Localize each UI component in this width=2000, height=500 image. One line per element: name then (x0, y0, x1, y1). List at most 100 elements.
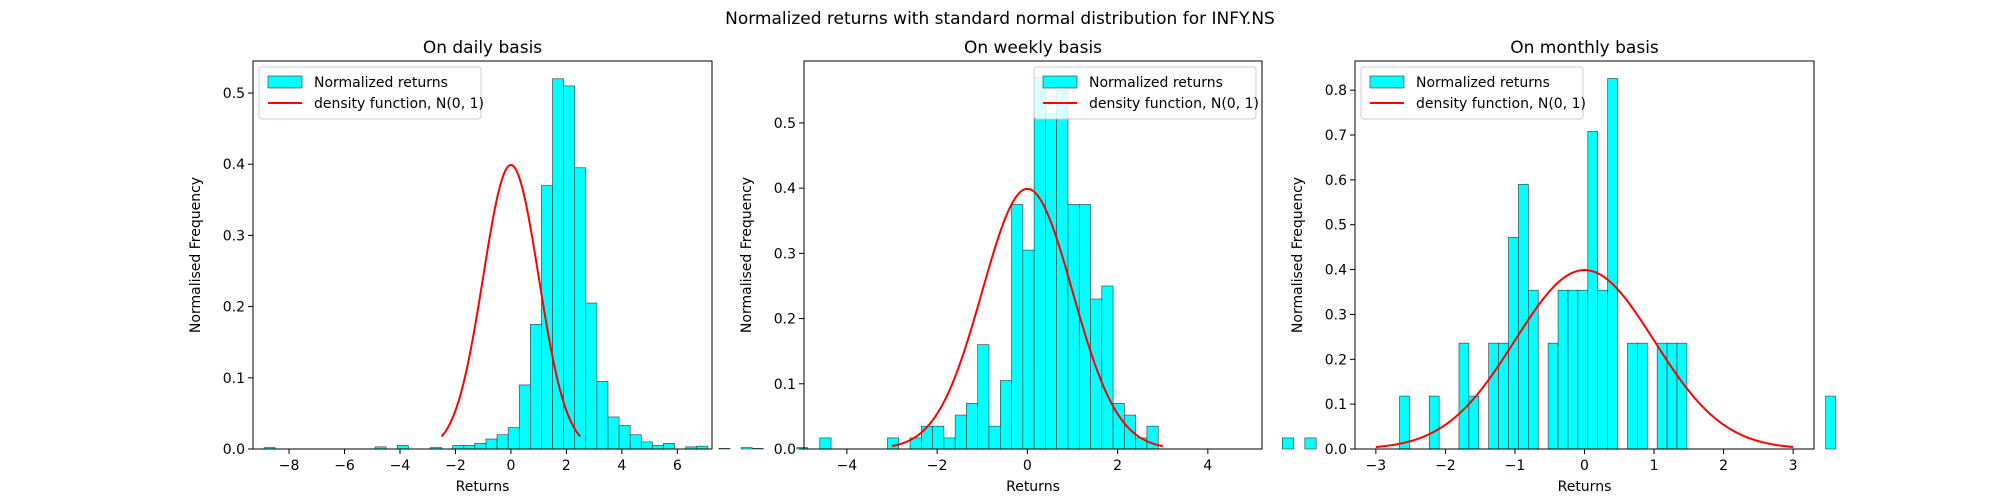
figure-title: Normalized returns with standard normal … (725, 9, 1275, 29)
y-tick-label: 0.2 (774, 312, 796, 328)
y-tick-label: 0.1 (223, 371, 245, 387)
subplot-monthly: −3 −2 −1 0 1 2 3 0.0 0.1 0.2 0.3 0.4 0.5 0.6 0.7 0.8 On … (1290, 38, 1836, 495)
y-tick-label: 0.4 (223, 157, 245, 173)
y-axis-label: Normalised Frequency (188, 177, 204, 333)
y-tick-label: 0.3 (774, 246, 796, 262)
y-tick-label: 0.2 (1325, 352, 1347, 368)
y-tick-label: 0.7 (1325, 128, 1347, 144)
histogram-bar (1587, 131, 1599, 450)
subplot-title: On monthly basis (1510, 38, 1659, 58)
histogram-bar (1627, 342, 1638, 450)
histogram-bar (1067, 204, 1080, 450)
histogram-bar (1022, 249, 1035, 450)
axes-frame (803, 60, 1263, 450)
histogram-bar (999, 380, 1012, 450)
histogram-bar (1577, 289, 1589, 450)
legend-label-density: density function, N(0, 1) (1089, 96, 1259, 112)
x-tick-label: 6 (673, 458, 682, 474)
y-tick-label: 0.5 (774, 116, 796, 132)
histogram-bar (1488, 342, 1499, 450)
histogram-bar (1078, 204, 1091, 450)
histogram-bar (1637, 342, 1648, 450)
histogram-bar (1033, 77, 1046, 450)
y-tick-label: 0.8 (1325, 83, 1347, 99)
histogram-bar (1557, 289, 1569, 450)
histogram-bar (1597, 289, 1608, 450)
y-tick-label: 0.4 (1325, 263, 1347, 279)
histogram-bar (977, 344, 990, 450)
histogram-bar (740, 447, 753, 450)
histogram-bar (819, 437, 832, 450)
histogram-bar (640, 441, 653, 450)
y-tick-label: 0.0 (1325, 442, 1347, 458)
histogram-bar (954, 414, 967, 450)
x-tick-label: −2 (1435, 458, 1456, 474)
legend-swatch-histogram (1042, 75, 1078, 89)
legend-box (1360, 66, 1584, 120)
histogram-bar (663, 442, 675, 450)
y-tick-label: 0.3 (223, 228, 245, 244)
histogram-bar (718, 447, 731, 450)
y-tick-label: 0.0 (223, 442, 245, 458)
histogram-bar (1607, 78, 1618, 450)
histogram-bar (485, 438, 498, 450)
histogram-bar (629, 434, 642, 450)
histogram-bar (1518, 184, 1529, 450)
subplot-title: On weekly basis (964, 38, 1102, 58)
histogram-bar (1666, 342, 1678, 450)
y-tick-label: 0.5 (223, 86, 245, 102)
histogram-bar (396, 445, 409, 450)
y-tick-label: 0.1 (774, 377, 796, 393)
histogram-bar (652, 445, 664, 450)
histogram-bar (1825, 395, 1836, 450)
histogram-bar (530, 324, 542, 450)
histogram-bar (943, 437, 956, 450)
histogram-bar (518, 384, 531, 450)
x-tick-label: 3 (1789, 458, 1798, 474)
x-axis-label: Returns (1558, 479, 1612, 495)
histogram-bar (1090, 298, 1103, 450)
legend-label-density: density function, N(0, 1) (1416, 96, 1586, 112)
subplot-title: On daily basis (423, 38, 542, 58)
axes-frame (252, 60, 713, 450)
histogram-bar (596, 381, 609, 450)
y-tick-label: 0.5 (1325, 218, 1347, 234)
y-tick-label: 0.1 (1325, 397, 1347, 413)
x-axis-label: Returns (1006, 479, 1060, 495)
histogram-bar (921, 425, 933, 450)
x-axis-label: Returns (456, 479, 510, 495)
histogram-bar (1101, 285, 1114, 450)
histogram-bar (966, 403, 979, 450)
histogram-bar (932, 425, 945, 450)
x-tick-label: 0 (1580, 458, 1589, 474)
x-tick-label: 2 (1719, 458, 1728, 474)
histogram-bar (887, 437, 900, 450)
density-curve (440, 163, 582, 438)
x-tick-label: 0 (1023, 458, 1032, 474)
legend: Normalized returns density function, N(0,… (1360, 66, 1586, 120)
x-tick-label: −4 (837, 458, 858, 474)
histogram-bar (1458, 342, 1470, 450)
histogram-bar (988, 425, 1001, 450)
legend-box (1033, 66, 1257, 120)
histogram-bar (452, 445, 465, 450)
x-tick-label: −2 (927, 458, 948, 474)
histogram-bar (1676, 342, 1688, 450)
histogram-bar (1045, 112, 1057, 450)
x-tick-label: −3 (1366, 458, 1387, 474)
histogram-bar (1011, 204, 1024, 450)
y-tick-label: 0.6 (1325, 173, 1347, 189)
histogram-bar (1428, 395, 1440, 450)
x-tick-label: 1 (1650, 458, 1659, 474)
histogram-bar (1468, 395, 1480, 450)
y-tick-label: 0.3 (1325, 307, 1347, 323)
histogram-bar (1547, 342, 1559, 450)
histogram-bars-daily (263, 78, 808, 450)
histogram-bar (618, 425, 631, 450)
legend-label-density: density function, N(0, 1) (314, 96, 484, 112)
x-tick-label: 2 (1113, 458, 1122, 474)
y-axis-label: Normalised Frequency (1290, 177, 1306, 333)
x-tick-label: 0 (506, 458, 515, 474)
legend: Normalized returns density function, N(0,… (258, 66, 484, 120)
